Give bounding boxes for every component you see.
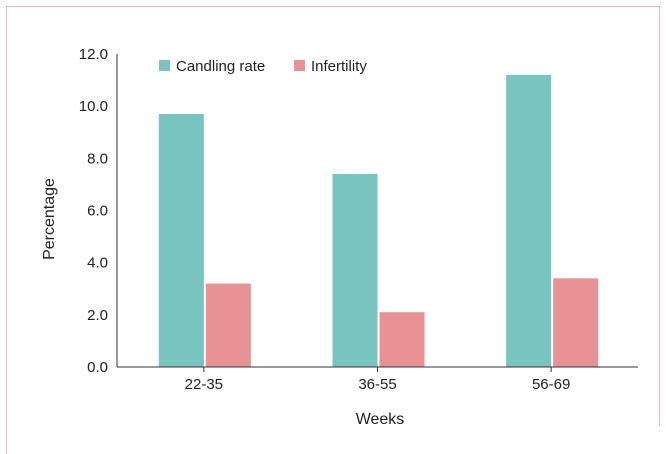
y-tick-label: 4.0 [87,255,108,272]
y-axis-ticks: 0.0 2.0 4.0 6.0 8.0 10.0 12.0 [79,46,108,376]
y-tick-label: 2.0 [87,307,108,324]
y-tick-label: 12.0 [79,46,108,63]
bar-infertility [379,312,425,367]
x-axis-title: Weeks [356,411,405,428]
y-tick-label: 10.0 [79,98,108,115]
bar-candling-rate [506,74,552,367]
legend-label-candling-rate: Candling rate [176,58,265,75]
y-axis-title: Percentage [41,178,58,260]
bar-candling-rate [158,113,204,367]
x-axis-ticks: 22-35 36-55 56-69 [185,367,570,393]
x-tick-label: 22-35 [185,376,223,393]
y-tick-label: 0.0 [87,359,108,376]
chart-frame [6,6,660,426]
legend-swatch-candling-rate [159,60,170,71]
bars [158,74,599,367]
y-tick-label: 8.0 [87,150,108,167]
frame-edge [6,426,7,454]
legend: Candling rate Infertility [159,58,367,75]
bar-infertility [553,278,599,367]
legend-label-infertility: Infertility [311,58,367,75]
bar-candling-rate [332,173,378,367]
x-tick-label: 56-69 [532,376,570,393]
bar-infertility [205,283,251,367]
legend-swatch-infertility [294,60,305,71]
x-tick-label: 36-55 [358,376,396,393]
y-tick-label: 6.0 [87,203,108,220]
